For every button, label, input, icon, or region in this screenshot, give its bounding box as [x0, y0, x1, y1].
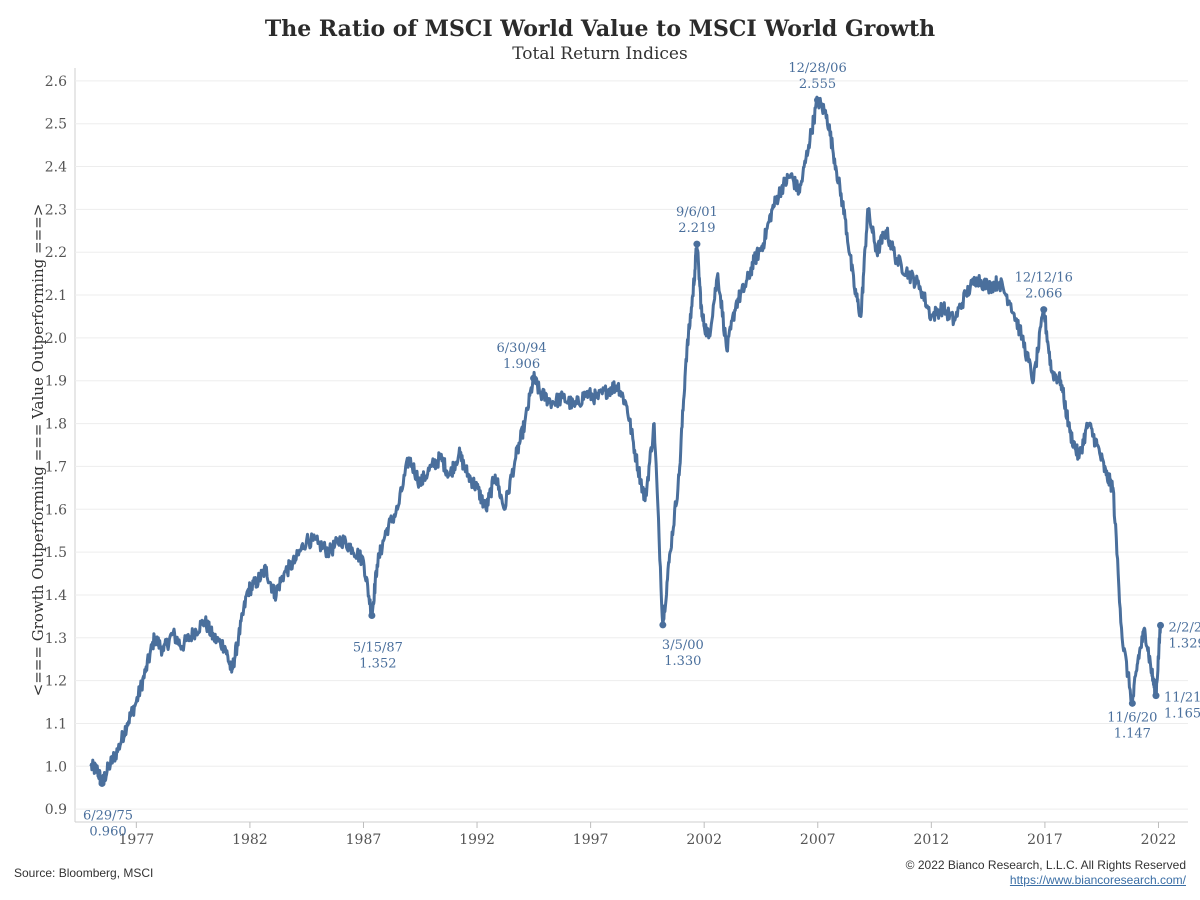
y-tick-label: 2.4: [45, 160, 67, 176]
y-tick-label: 1.6: [45, 502, 67, 518]
annotation-date: 11/21/21: [1164, 691, 1200, 706]
annotation-date: 12/12/16: [1015, 271, 1073, 286]
y-tick-label: 2.0: [45, 331, 67, 347]
annotation-date: 9/6/01: [676, 205, 718, 220]
y-tick-label: 2.3: [45, 202, 67, 218]
y-tick-label: 1.2: [45, 674, 67, 690]
y-tick-label: 1.5: [45, 545, 67, 561]
series-line: [89, 95, 1162, 787]
annotation-marker: [530, 374, 538, 382]
y-tick-label: 2.2: [45, 245, 67, 261]
source-note: Source: Bloomberg, MSCI: [14, 866, 154, 880]
annotation-value: 1.147: [1114, 726, 1151, 741]
annotation-value: 1.165: [1164, 707, 1200, 722]
annotation-date: 6/30/94: [497, 341, 547, 356]
y-tick-label: 1.9: [45, 374, 67, 390]
website-link[interactable]: https://www.biancoresearch.com/: [1009, 873, 1186, 887]
annotation-value: 1.329: [1169, 636, 1200, 651]
annotation-value: 1.906: [503, 357, 540, 372]
annotation-marker: [693, 240, 701, 248]
annotation-value: 1.352: [359, 657, 396, 672]
annotation-marker: [1128, 699, 1136, 707]
annotation-date: 3/5/00: [662, 638, 704, 653]
series-group: [89, 95, 1162, 787]
annotation-marker: [1152, 692, 1160, 700]
y-tick-label: 0.9: [45, 802, 67, 818]
annotation-date: 12/28/06: [788, 61, 846, 76]
annotation-value: 2.219: [678, 221, 715, 236]
annotation-value: 2.555: [799, 77, 836, 92]
y-tick-label: 2.1: [45, 288, 67, 304]
x-tick-label: 2022: [1141, 832, 1177, 848]
copyright-note: © 2022 Bianco Research, L.L.C. All Right…: [905, 858, 1186, 872]
gridlines: [74, 68, 1188, 823]
y-tick-label: 1.0: [45, 759, 67, 775]
y-tick-label: 1.1: [45, 716, 67, 732]
y-tick-label: 1.8: [45, 417, 67, 433]
x-tick-label: 1997: [573, 832, 609, 848]
annotation-marker: [1040, 306, 1048, 314]
annotation-marker: [98, 779, 106, 787]
annotation-marker: [368, 612, 376, 620]
annotation-marker: [659, 621, 667, 629]
chart-title: The Ratio of MSCI World Value to MSCI Wo…: [264, 16, 936, 42]
x-tick-label: 2017: [1027, 832, 1063, 848]
annotation-value: 1.330: [664, 654, 701, 669]
chart-subtitle: Total Return Indices: [512, 44, 688, 64]
y-axis-ticks: 0.9 1.0 1.1 1.2 1.3 1.4 1.5 1.6 1.7 1.8 1.9 2.0 2.1 2…: [45, 74, 67, 818]
annotation-value: 0.960: [89, 824, 126, 839]
annotation-date: 11/6/20: [1107, 710, 1157, 725]
y-tick-label: 1.3: [45, 631, 67, 647]
annotation-marker: [814, 96, 822, 104]
annotation-marker: [1157, 621, 1165, 629]
y-tick-label: 1.4: [45, 588, 67, 604]
annotation-date: 6/29/75: [83, 808, 133, 823]
annotation-date: 2/2/22: [1169, 620, 1200, 635]
y-tick-label: 2.6: [45, 74, 67, 90]
x-tick-label: 1992: [459, 832, 495, 848]
x-tick-label: 2012: [914, 832, 950, 848]
x-axis-ticks: 1977 1982 1987 1992 1997 2002 2007 2012 2017 2022: [119, 822, 1177, 848]
x-tick-label: 2002: [686, 832, 722, 848]
x-tick-label: 1982: [232, 832, 268, 848]
y-tick-label: 2.5: [45, 117, 67, 133]
x-tick-label: 1987: [346, 832, 382, 848]
x-tick-label: 1977: [119, 832, 155, 848]
annotation-date: 5/15/87: [353, 641, 403, 656]
annotation-value: 2.066: [1025, 287, 1062, 302]
x-tick-label: 2007: [800, 832, 836, 848]
y-tick-label: 1.7: [45, 459, 67, 475]
annotations: 6/29/750.960 5/15/871.352 6/30/941.906 3/5/…: [83, 61, 1200, 839]
